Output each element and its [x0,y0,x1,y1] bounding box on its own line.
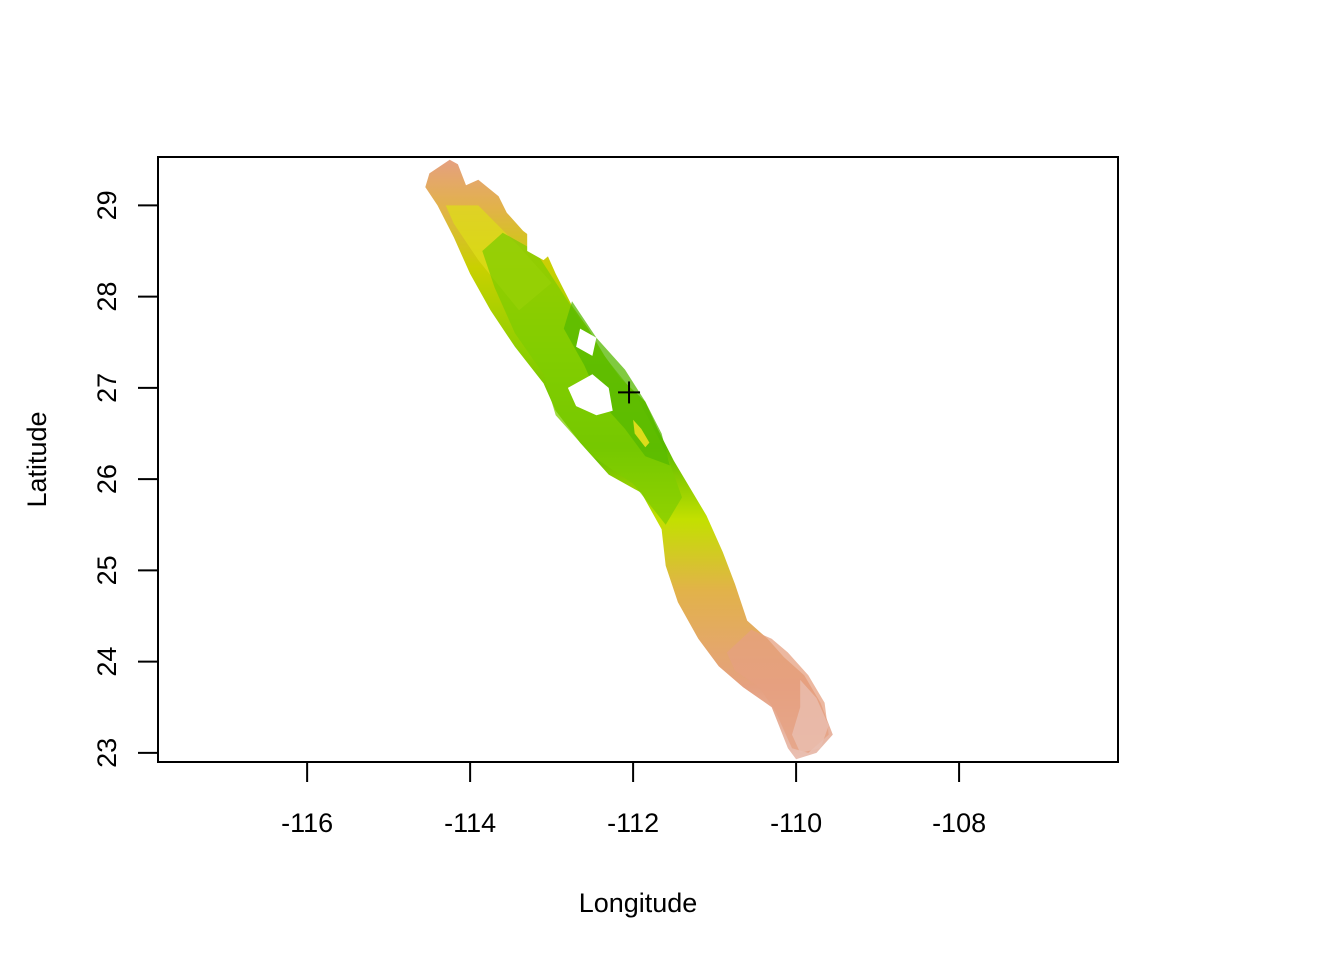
island-gap-3 [576,328,597,356]
y-axis-title: Latitude [22,411,52,507]
x-tick-label: -108 [932,808,986,838]
x-axis-title: Longitude [579,888,698,918]
y-tick-label: 28 [92,282,122,312]
y-tick-label: 25 [92,555,122,585]
location-marker [618,381,641,404]
y-tick-label: 23 [92,738,122,768]
x-tick-label: -110 [770,808,822,838]
island-gap-1 [567,374,613,416]
x-axis: -116 -114 -112 -110 -108 [281,761,986,838]
peninsula-patch [633,419,650,448]
y-axis: 23 24 25 26 27 28 29 [92,190,159,768]
y-tick-label: 26 [92,464,122,494]
raster-band-pink [792,679,829,753]
x-tick-label: -114 [444,808,496,838]
x-tick-label: -116 [281,808,333,838]
y-tick-label: 29 [92,190,122,220]
bathymetry-raster [425,159,833,760]
raster-band-green [482,232,682,525]
island-gap-2 [527,228,560,261]
y-tick-label: 24 [92,647,122,677]
y-tick-label: 27 [92,373,122,403]
x-tick-label: -112 [607,808,659,838]
